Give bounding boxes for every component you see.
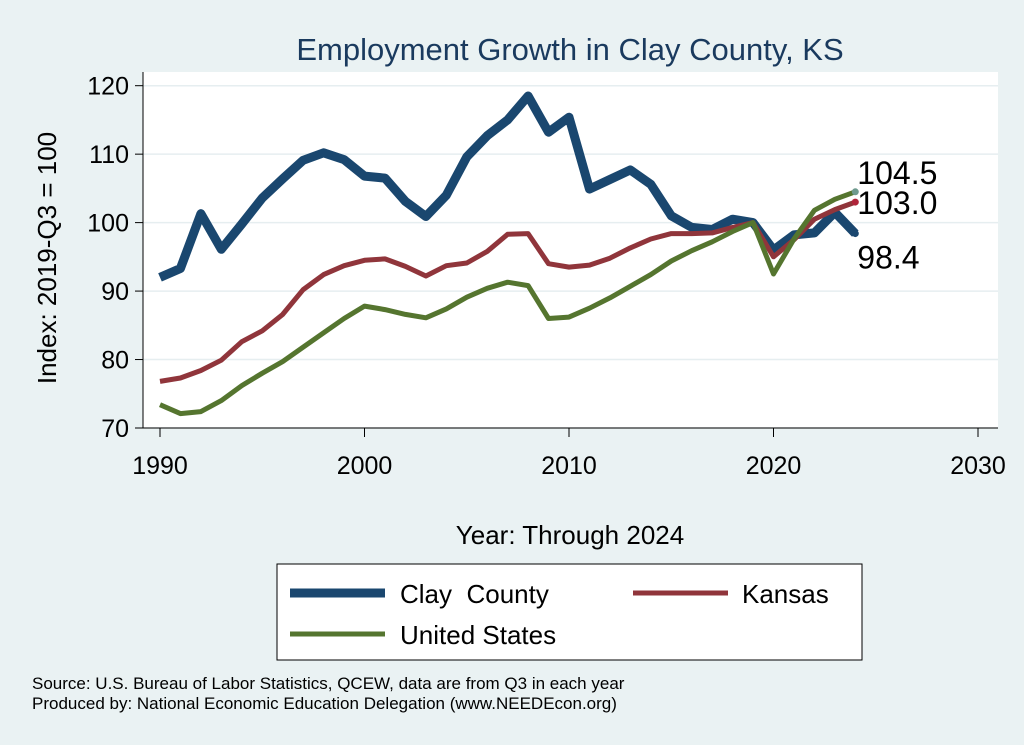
end-label-kansas: 103.0 [857,185,937,221]
y-tick-label: 70 [101,415,129,443]
y-tick-label: 80 [101,347,129,375]
tick-labels: 70 80 90 100 110 120 1990 2000 2010 2020 2030 [87,73,1006,480]
x-tick-label: 2010 [541,452,597,480]
y-tick-label: 110 [89,141,129,169]
series-line-united-states [159,189,857,417]
end-marker-kansas [851,198,859,206]
x-axis-label: Year: Through 2024 [456,520,684,550]
series-line-kansas [159,199,857,384]
y-tick-label: 90 [101,278,129,306]
legend-label-united-states: United States [400,620,556,650]
legend-label-kansas: Kansas [742,579,829,609]
legend-box [276,563,863,661]
series-line-clay-county [158,91,859,282]
y-tick-label: 120 [87,73,129,101]
x-tick-label: 1990 [132,452,188,480]
legend-label-clay-county: Clay County [400,579,549,609]
y-axis-label: Index: 2019-Q3 = 100 [32,132,62,384]
source-note: Source: U.S. Bureau of Labor Statistics,… [32,674,625,693]
x-tick-label: 2020 [746,452,802,480]
series-lines [158,91,859,417]
end-marker-clay-county [851,230,859,238]
end-label-clay-county: 98.4 [857,240,919,276]
x-tick-label: 2000 [337,452,393,480]
end-marker-united-states [851,188,859,196]
chart-title: Employment Growth in Clay County, KS [296,32,843,67]
producer-note: Produced by: National Economic Education… [32,694,617,713]
y-tick-label: 100 [87,210,129,238]
x-tick-label: 2030 [950,452,1006,480]
axes [142,72,998,429]
legend: Clay County Kansas United States [276,563,863,661]
end-label-united-states: 104.5 [857,155,937,191]
